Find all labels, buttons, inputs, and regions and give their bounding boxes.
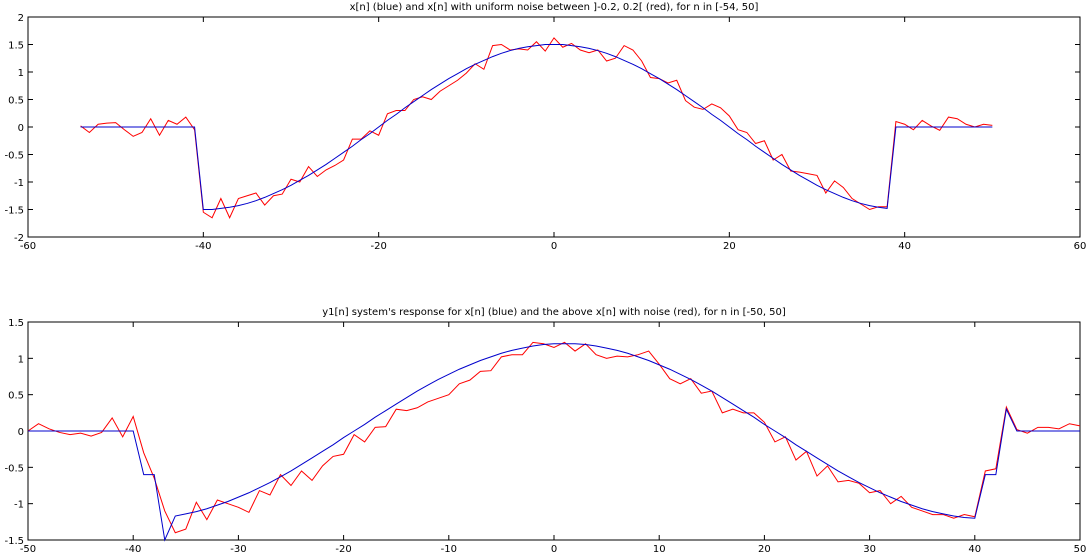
x-tick-label: 40	[898, 241, 911, 252]
y-tick-label: -0.5	[4, 463, 24, 474]
y-tick-label: 1	[18, 68, 24, 79]
x-tick-label: -50	[20, 544, 36, 555]
y-tick-label: 0.5	[8, 391, 24, 402]
series-line	[28, 343, 1080, 542]
x-tick-label: -60	[20, 241, 36, 252]
plot-frame	[27, 321, 1081, 541]
series-line	[80, 37, 993, 219]
y-tick-label: -1.5	[4, 536, 24, 547]
x-tick-label: 0	[551, 241, 557, 252]
y-tick-label: -1.5	[4, 206, 24, 217]
chart-title: y1[n] system's response for x[n] (blue) …	[322, 307, 786, 318]
y-tick-label: 1.5	[8, 318, 24, 329]
y-tick-label: 1.5	[8, 41, 24, 52]
x-tick-label: 10	[653, 544, 666, 555]
series-line	[27, 341, 1081, 534]
y-tick-label: -2	[14, 233, 24, 244]
chart-title: x[n] (blue) and x[n] with uniform noise …	[350, 2, 759, 13]
y-tick-label: -1	[14, 500, 24, 511]
x-tick-label: 20	[758, 544, 771, 555]
y-tick-label: 0.5	[8, 96, 24, 107]
series-line	[80, 44, 993, 210]
x-tick-label: 60	[1074, 241, 1087, 252]
x-tick-label: -30	[230, 544, 246, 555]
y-tick-label: 0	[18, 123, 24, 134]
x-tick-label: 30	[863, 544, 876, 555]
x-tick-label: 20	[723, 241, 736, 252]
y-tick-label: -0.5	[4, 151, 24, 162]
x-tick-label: -40	[125, 544, 141, 555]
y-tick-label: 2	[18, 13, 24, 24]
y-tick-label: -1	[14, 178, 24, 189]
x-tick-label: -40	[195, 241, 211, 252]
y-tick-label: 1	[18, 354, 24, 365]
x-tick-label: -10	[441, 544, 457, 555]
x-tick-label: 50	[1074, 544, 1087, 555]
x-tick-label: -20	[370, 241, 386, 252]
y-tick-label: 0	[18, 427, 24, 438]
x-tick-label: 40	[968, 544, 981, 555]
x-tick-label: -20	[335, 544, 351, 555]
x-tick-label: 0	[551, 544, 557, 555]
